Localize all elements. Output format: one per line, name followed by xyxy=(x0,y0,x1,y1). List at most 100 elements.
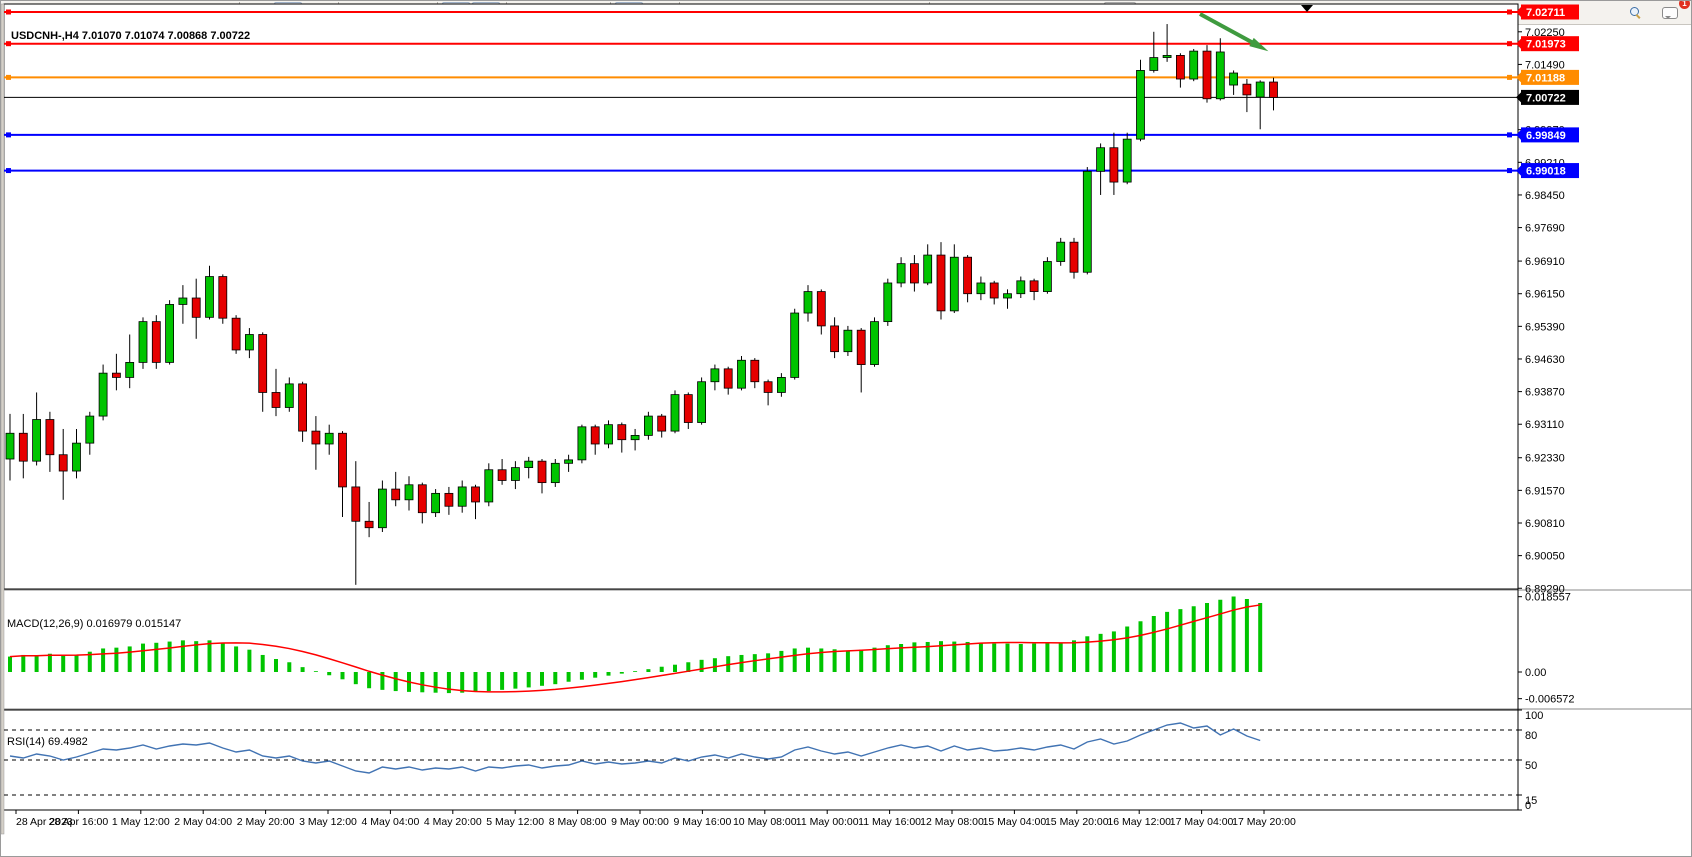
time-tick-label: 9 May 16:00 xyxy=(674,816,732,828)
candle-body xyxy=(417,484,427,514)
candle-body xyxy=(497,469,507,481)
price-tag-value: 7.01973 xyxy=(1526,39,1566,51)
candle-body xyxy=(18,432,28,462)
candle-body xyxy=(484,469,494,503)
macd-scale-label: 0.018557 xyxy=(1525,592,1571,604)
candle-body xyxy=(750,359,760,383)
level-line-handle[interactable] xyxy=(6,168,11,174)
price-tag-pointer xyxy=(1516,38,1521,49)
main-plot-area[interactable] xyxy=(3,3,1519,590)
chat-button[interactable]: 1 xyxy=(1656,1,1690,24)
time-tick-label: 3 May 12:00 xyxy=(299,816,357,828)
candle-body xyxy=(351,486,361,522)
candle-body xyxy=(231,317,241,351)
level-line-handle[interactable] xyxy=(1507,41,1512,47)
candle-body xyxy=(936,254,946,312)
macd-scale-label: -0.006572 xyxy=(1525,694,1575,706)
candle-body xyxy=(391,488,401,501)
candle-body xyxy=(324,432,334,445)
candle-body xyxy=(550,462,560,484)
candle-body xyxy=(590,426,600,445)
level-line-handle[interactable] xyxy=(1507,168,1512,174)
candle-body xyxy=(723,368,733,389)
rsi-scale-label: 100 xyxy=(1525,710,1543,722)
time-tick-label: 4 May 04:00 xyxy=(362,816,420,828)
rsi-line xyxy=(9,722,1261,774)
time-tick-label: 12 May 08:00 xyxy=(920,816,984,828)
candle-body xyxy=(457,486,467,507)
price-tick-label: 6.93870 xyxy=(1525,387,1565,399)
candle-body xyxy=(524,460,534,469)
price-tick-label: 6.95390 xyxy=(1525,321,1565,333)
price-tick-label: 6.98450 xyxy=(1525,190,1565,202)
search-icon xyxy=(1629,7,1641,19)
candle-body xyxy=(896,263,906,284)
time-tick-label: 11 May 16:00 xyxy=(858,816,921,828)
time-tick-label: 4 May 20:00 xyxy=(424,816,482,828)
candle-body xyxy=(244,334,254,351)
candle-body xyxy=(790,312,800,378)
candle-body xyxy=(298,383,308,432)
search-button[interactable] xyxy=(1621,2,1649,24)
candle-body xyxy=(683,394,693,423)
price-tick-label: 6.92330 xyxy=(1525,453,1565,465)
candle-body xyxy=(1136,70,1145,140)
candle-body xyxy=(72,442,81,472)
price-tick-label: 7.01490 xyxy=(1525,59,1565,71)
chart-canvas[interactable]: 7.022507.014906.999706.992106.984506.976… xyxy=(1,1,1692,835)
price-tag-pointer xyxy=(1516,92,1521,103)
candle-body xyxy=(816,291,826,327)
time-tick-label: 15 May 04:00 xyxy=(983,816,1047,828)
level-line-handle[interactable] xyxy=(6,74,11,80)
level-line-handle[interactable] xyxy=(1507,9,1512,15)
candle-body xyxy=(856,329,866,365)
candle-body xyxy=(1109,147,1119,183)
rsi-scale-label: 80 xyxy=(1525,730,1537,742)
candle-body xyxy=(1096,147,1105,172)
candle-body xyxy=(763,381,773,393)
candle-body xyxy=(284,383,294,408)
time-tick-label: 9 May 00:00 xyxy=(611,816,669,828)
price-tick-label: 6.93110 xyxy=(1525,419,1564,431)
price-tag xyxy=(1521,4,1579,20)
candle-body xyxy=(630,435,640,441)
candle-body xyxy=(444,492,454,507)
candle-body xyxy=(98,372,108,417)
candle-body xyxy=(112,372,121,378)
macd-signal-line xyxy=(9,604,1261,693)
level-line-handle[interactable] xyxy=(6,132,11,138)
candle-body xyxy=(471,486,480,503)
price-tag-value: 7.00722 xyxy=(1526,92,1566,104)
candle-body xyxy=(1122,138,1132,183)
candle-body xyxy=(976,282,986,295)
candle-body xyxy=(657,415,667,432)
price-tag-pointer xyxy=(1516,7,1521,17)
chart-shift-marker[interactable] xyxy=(1301,5,1313,12)
price-tag-value: 6.99018 xyxy=(1526,166,1566,178)
level-line-handle[interactable] xyxy=(6,41,11,47)
candle-body xyxy=(883,282,893,323)
level-line-handle[interactable] xyxy=(1507,132,1512,138)
candle-body xyxy=(1016,280,1026,295)
rsi-scale-label: 0 xyxy=(1525,800,1531,812)
candle-body xyxy=(910,263,919,284)
trend-arrow-head xyxy=(1249,37,1269,52)
candle-body xyxy=(271,392,281,408)
candle-body xyxy=(1255,81,1265,98)
price-tag xyxy=(1521,163,1579,179)
candle-body xyxy=(1269,81,1278,98)
candle-body xyxy=(1043,261,1052,292)
level-line-handle[interactable] xyxy=(6,9,11,15)
notification-badge: 1 xyxy=(1679,1,1690,9)
candle-body xyxy=(338,432,347,488)
candle-body xyxy=(1176,55,1185,80)
candle-body xyxy=(949,256,959,312)
candle-body xyxy=(1082,170,1092,273)
price-tag-value: 7.02711 xyxy=(1526,7,1565,19)
candle-body xyxy=(32,419,42,462)
trend-arrow[interactable] xyxy=(1199,12,1258,47)
candle-body xyxy=(1069,241,1079,273)
price-tick-label: 6.94630 xyxy=(1525,354,1565,366)
level-line-handle[interactable] xyxy=(1507,74,1512,80)
